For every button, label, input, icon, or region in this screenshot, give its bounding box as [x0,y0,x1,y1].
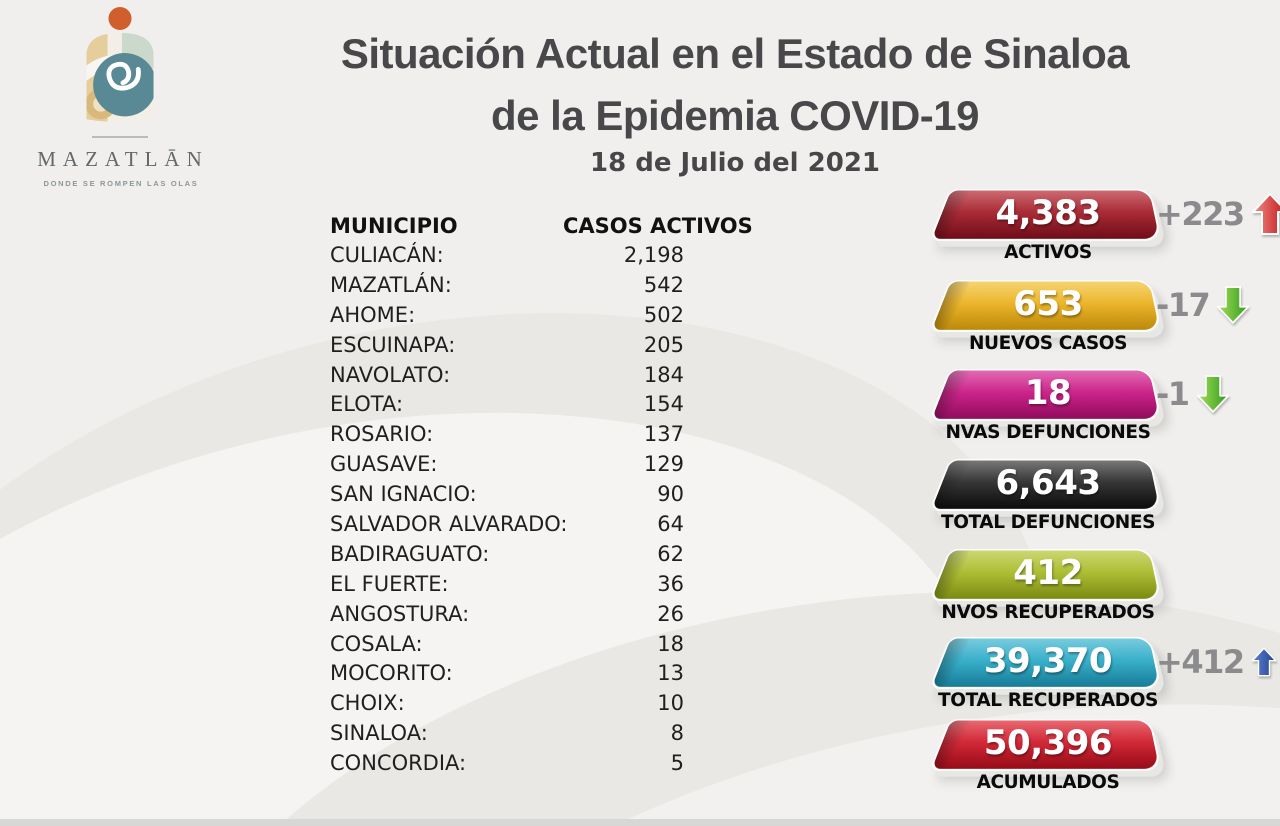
logo-divider [92,136,148,138]
stat-delta: +223 [1156,188,1280,240]
shell-sun-icon [72,6,168,127]
table-row: SAN IGNACIO: 90 [330,480,684,510]
table-row: EL FUERTE: 36 [330,570,684,600]
stat-delta: -17 [1156,279,1250,331]
table-row: COSALA: 18 [330,630,684,660]
up-arrow-icon [1251,192,1280,236]
municipality-value: 154 [644,390,684,420]
table-row: CONCORDIA: 5 [330,749,684,779]
municipality-name: MAZATLÁN: [330,271,452,301]
table-row: MOCORITO: 13 [330,659,684,689]
delta-text: +223 [1156,195,1244,233]
municipality-name: AHOME: [330,301,415,331]
municipality-name: SAN IGNACIO: [330,480,477,510]
table-row: CHOIX: 10 [330,689,684,719]
infographic-canvas: MAZATLĀN DONDE SE ROMPEN LAS OLAS Situac… [0,0,1280,826]
municipality-value: 2,198 [624,241,684,271]
municipality-name: CONCORDIA: [330,749,466,779]
title-line-1: Situación Actual en el Estado de Sinaloa [250,30,1220,78]
table-row: SALVADOR ALVARADO: 64 [330,510,684,540]
stat-nvas-defunciones: 18 NVAS DEFUNCIONES -1 [930,368,1280,450]
municipality-name: EL FUERTE: [330,570,449,600]
stat-delta: -1 [1156,368,1230,420]
municipality-name: ELOTA: [330,390,403,420]
table-row: ESCUINAPA: 205 [330,331,684,361]
delta-text: -1 [1156,375,1189,413]
table-row: AHOME: 502 [330,301,684,331]
page-title: Situación Actual en el Estado de Sinaloa… [250,30,1220,178]
stat-activos: 4,383 ACTIVOS +223 [930,188,1280,270]
table-row: ANGOSTURA: 26 [330,600,684,630]
stat-badge-ribbon [932,282,1160,330]
column-header-casos-activos: CASOS ACTIVOS [563,211,753,241]
municipality-name: COSALA: [330,630,423,660]
stat-value: 653 [942,279,1154,329]
table-row: ROSARIO: 137 [330,420,684,450]
stat-label: NVAS DEFUNCIONES [920,422,1176,443]
municipality-table: MUNICIPIO CASOS ACTIVOS CULIACÁN: 2,198 MA… [330,211,684,779]
down-arrow-icon [1196,373,1230,415]
municipality-table-body: CULIACÁN: 2,198 MAZATLÁN: 542 AHOME: 502 ESCUI… [330,241,684,779]
municipality-value: 205 [644,331,684,361]
municipality-name: GUASAVE: [330,450,437,480]
stat-label: ACTIVOS [920,242,1176,263]
table-row: CULIACÁN: 2,198 [330,241,684,271]
municipality-value: 502 [644,301,684,331]
municipality-name: CHOIX: [330,689,405,719]
title-line-2: de la Epidemia COVID-19 [250,92,1220,140]
municipality-name: CULIACÁN: [330,241,444,271]
municipality-name: SALVADOR ALVARADO: [330,510,568,540]
municipality-value: 26 [657,600,684,630]
table-row: SINALOA: 8 [330,719,684,749]
logo-brand-text: MAZATLĀN [20,147,220,172]
municipality-value: 90 [657,480,684,510]
municipality-name: SINALOA: [330,719,428,749]
municipality-value: 36 [657,570,684,600]
municipality-name: ESCUINAPA: [330,331,455,361]
stat-badge-ribbon [932,191,1160,239]
municipality-value: 8 [671,719,684,749]
mazatlan-logo: MAZATLĀN DONDE SE ROMPEN LAS OLAS [20,6,220,188]
municipality-value: 129 [644,450,684,480]
table-header: MUNICIPIO CASOS ACTIVOS [330,211,684,241]
table-row: GUASAVE: 129 [330,450,684,480]
title-date: 18 de Julio del 2021 [250,148,1220,178]
municipality-value: 542 [644,271,684,301]
municipality-name: BADIRAGUATO: [330,540,489,570]
stat-label: NUEVOS CASOS [920,333,1176,354]
stat-value: 18 [942,368,1154,418]
municipality-value: 184 [644,361,684,391]
logo-tagline: DONDE SE ROMPEN LAS OLAS [20,179,220,188]
table-row: BADIRAGUATO: 62 [330,540,684,570]
municipality-name: ROSARIO: [330,420,433,450]
stat-value: 4,383 [942,188,1154,238]
column-header-municipio: MUNICIPIO [330,214,458,238]
municipality-value: 18 [657,630,684,660]
municipality-value: 62 [657,540,684,570]
table-row: NAVOLATO: 184 [330,361,684,391]
municipality-name: ANGOSTURA: [330,600,469,630]
footer-bar [0,819,1280,826]
municipality-value: 137 [644,420,684,450]
delta-text: -17 [1156,286,1209,324]
table-row: MAZATLÁN: 542 [330,271,684,301]
municipality-value: 5 [671,749,684,779]
down-arrow-icon [1216,284,1250,326]
municipality-value: 64 [657,510,684,540]
municipality-name: NAVOLATO: [330,361,450,391]
stat-badge-ribbon [932,371,1160,419]
municipality-value: 10 [657,689,684,719]
municipality-name: MOCORITO: [330,659,453,689]
municipality-value: 13 [657,659,684,689]
table-row: ELOTA: 154 [330,390,684,420]
stat-nuevos-casos: 653 NUEVOS CASOS -17 [930,279,1280,361]
